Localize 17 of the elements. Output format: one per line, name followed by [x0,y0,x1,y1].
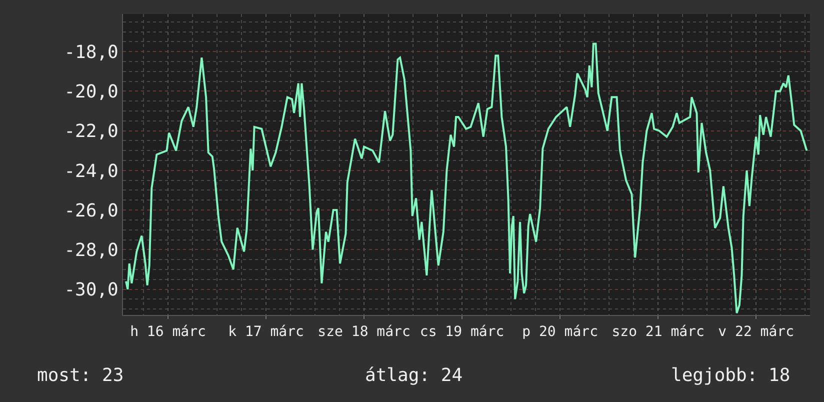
y-tick-label: -26,0 [64,200,118,222]
x-tick-label: k 17 márc [228,324,304,340]
x-tick-label: p 20 márc [522,324,598,340]
text: most: 23 [37,365,124,386]
y-tick-label: -28,0 [64,240,118,261]
text: legjobb: 18 [671,365,790,386]
y-tick-label: -30,0 [64,280,118,301]
y-tick-label: -22,0 [64,121,118,142]
x-tick-label: v 22 márc [718,324,794,340]
y-tick-label: -24,0 [64,160,118,182]
x-tick-label: szo 21 márc [612,324,704,340]
x-tick-label: cs 19 márc [420,324,504,340]
text: átlag: 24 [365,365,463,386]
x-tick-label: sze 18 márc [318,324,410,340]
y-tick-label: -18,0 [64,42,118,63]
y-tick-label: -20,0 [64,82,118,103]
x-tick-label: h 16 márc [130,324,206,340]
